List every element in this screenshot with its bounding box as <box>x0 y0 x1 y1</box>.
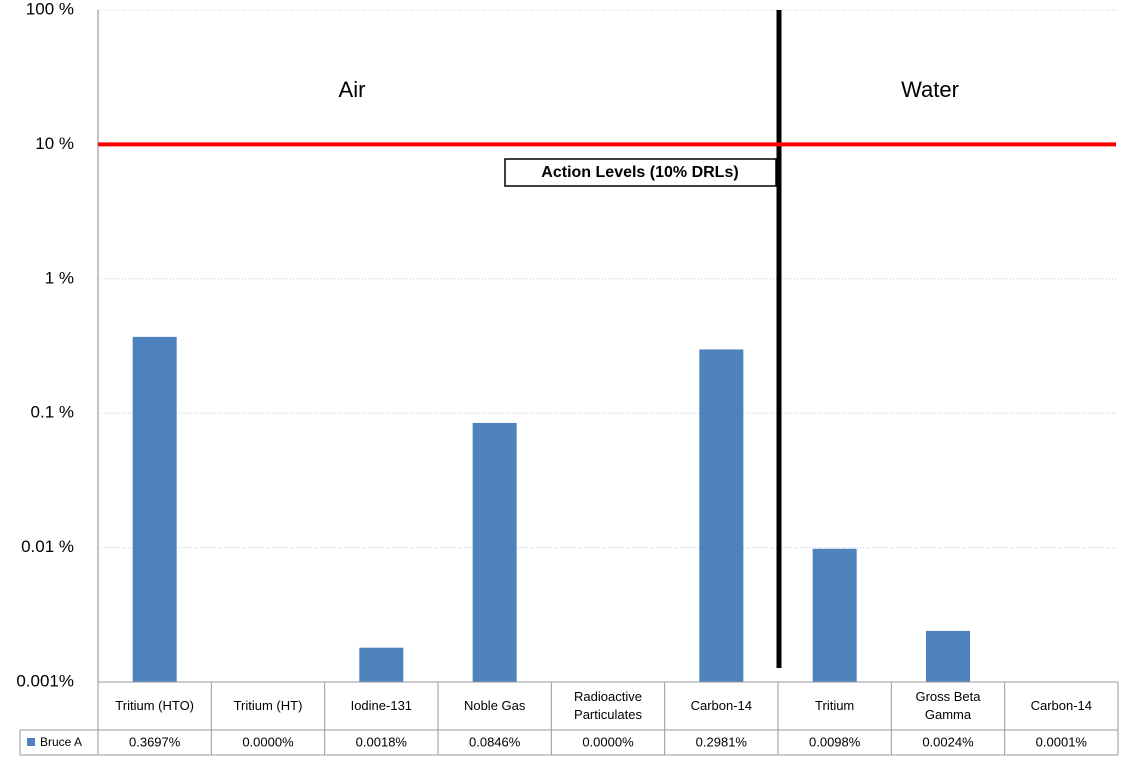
data-label: 0.0001% <box>1036 734 1088 749</box>
x-tick-label: Tritium (HTO) <box>115 698 195 713</box>
x-tick-label: Iodine-131 <box>350 698 413 713</box>
bar <box>699 349 744 682</box>
y-tick-label: 0.1 % <box>31 403 74 422</box>
x-tick-label-box: Noble Gas <box>463 698 526 713</box>
bar <box>812 548 857 682</box>
y-tick-label: 0.001% <box>16 671 74 690</box>
data-label: 0.0018% <box>356 734 408 749</box>
x-tick-label-box: Carbon-14 <box>690 698 753 713</box>
bar <box>472 422 517 682</box>
y-tick-label: 0.01 % <box>21 537 74 556</box>
data-label: 0.2981% <box>696 734 748 749</box>
legend-swatch <box>27 738 35 746</box>
x-tick-label-box: Tritium (HTO) <box>115 698 195 713</box>
x-tick-label: Noble Gas <box>463 698 526 713</box>
annotation: Air <box>339 77 366 102</box>
x-tick-label: Carbon-14 <box>1030 698 1093 713</box>
legend-label: Bruce A <box>40 735 82 749</box>
y-tick-label: 10 % <box>35 134 74 153</box>
data-label: 0.0000% <box>582 734 634 749</box>
annotation: Water <box>901 77 959 102</box>
bar <box>926 630 970 682</box>
data-label: 0.0846% <box>469 734 521 749</box>
y-tick-label: 1 % <box>45 268 74 287</box>
x-tick-label: Tritium <box>815 698 855 713</box>
annotation-box <box>504 158 777 187</box>
data-label: 0.0000% <box>242 734 294 749</box>
x-tick-label: Gross Beta Gamma <box>915 689 981 722</box>
data-label: 0.0098% <box>809 734 861 749</box>
x-tick-label-box: Iodine-131 <box>350 698 413 713</box>
y-tick-label: 100 % <box>26 0 74 18</box>
data-label: 0.3697% <box>129 734 181 749</box>
x-tick-label-box: Gross Beta Gamma <box>915 689 981 722</box>
x-tick-label: Tritium (HT) <box>233 698 303 713</box>
annotation: Action Levels (10% DRLs) <box>541 164 738 181</box>
x-tick-label-box: Tritium <box>815 698 855 713</box>
x-tick-label-box: Carbon-14 <box>1030 698 1093 713</box>
bar <box>359 647 404 682</box>
x-tick-label: Radioactive Particulates <box>574 689 642 722</box>
x-tick-label-box: Radioactive Particulates <box>574 689 642 722</box>
x-tick-label-box: Tritium (HT) <box>233 698 303 713</box>
data-label: 0.0024% <box>922 734 974 749</box>
bar <box>132 336 177 682</box>
x-tick-label: Carbon-14 <box>690 698 753 713</box>
